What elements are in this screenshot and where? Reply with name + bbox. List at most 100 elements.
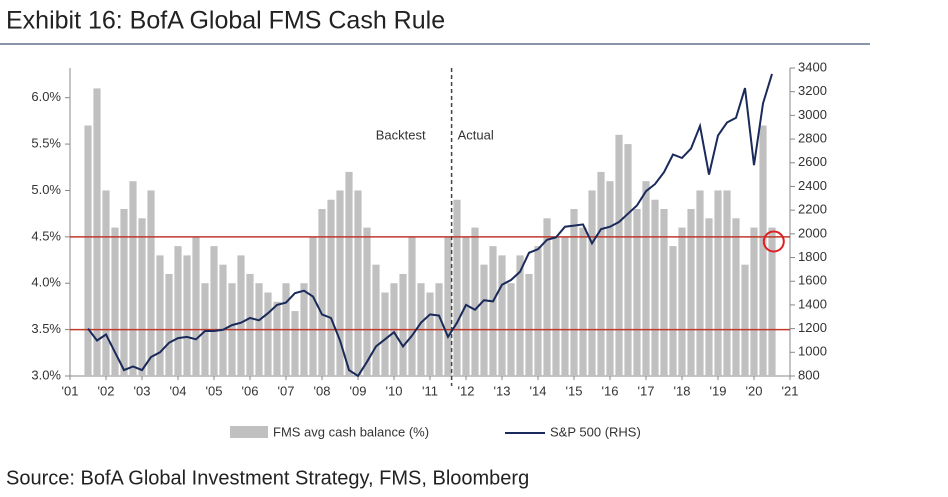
bar xyxy=(408,236,416,376)
x-tick-label: '03 xyxy=(134,383,151,398)
y-tick-label: 4.5% xyxy=(31,228,61,243)
bar xyxy=(543,218,551,376)
x-tick-label: '13 xyxy=(494,383,511,398)
y2-tick-label: 1200 xyxy=(798,320,827,335)
bar xyxy=(480,264,488,376)
bar xyxy=(345,171,353,376)
y2-tick-label: 3400 xyxy=(798,59,827,74)
bar xyxy=(381,292,389,376)
x-tick-label: '12 xyxy=(458,383,475,398)
annotation: Actual xyxy=(458,127,494,142)
bar xyxy=(399,273,407,376)
bar xyxy=(588,190,596,376)
x-tick-label: '16 xyxy=(602,383,619,398)
bar xyxy=(651,199,659,376)
bar xyxy=(498,255,506,376)
bar xyxy=(705,218,713,376)
bar xyxy=(597,171,605,376)
bar xyxy=(237,255,245,376)
x-tick-label: '17 xyxy=(638,383,655,398)
y2-tick-label: 1600 xyxy=(798,273,827,288)
bar xyxy=(624,144,632,376)
x-tick-label: '10 xyxy=(386,383,403,398)
y-tick-label: 4.0% xyxy=(31,275,61,290)
bar xyxy=(444,236,452,376)
y2-tick-label: 800 xyxy=(798,367,820,382)
bar xyxy=(147,190,155,376)
x-tick-label: '05 xyxy=(206,383,223,398)
bar xyxy=(129,181,137,376)
y2-tick-label: 1400 xyxy=(798,296,827,311)
source: Source: BofA Global Investment Strategy,… xyxy=(6,467,529,489)
bar xyxy=(111,227,119,376)
legend-label: S&P 500 (RHS) xyxy=(550,424,641,439)
bar xyxy=(192,236,200,376)
bar xyxy=(687,209,695,376)
y2-tick-label: 1800 xyxy=(798,249,827,264)
bar xyxy=(210,246,218,376)
x-tick-label: '20 xyxy=(746,383,763,398)
bar xyxy=(489,246,497,376)
x-tick-label: '14 xyxy=(530,383,547,398)
bar xyxy=(516,255,524,376)
bar xyxy=(696,190,704,376)
bar xyxy=(750,227,758,376)
annotation: Backtest xyxy=(376,127,426,142)
bar xyxy=(246,273,254,376)
y-tick-label: 5.5% xyxy=(31,136,61,151)
x-tick-label: '01 xyxy=(62,383,79,398)
bar xyxy=(723,190,731,376)
bar xyxy=(264,292,272,376)
x-tick-label: '19 xyxy=(710,383,727,398)
y-tick-label: 3.0% xyxy=(31,367,61,382)
y2-tick-label: 1000 xyxy=(798,344,827,359)
bar xyxy=(327,199,335,376)
bar xyxy=(336,190,344,376)
bar xyxy=(741,264,749,376)
bar xyxy=(138,218,146,376)
y-tick-label: 3.5% xyxy=(31,321,61,336)
x-tick-label: '07 xyxy=(278,383,295,398)
x-tick-label: '11 xyxy=(422,383,438,398)
bar xyxy=(93,88,101,376)
y2-tick-label: 2200 xyxy=(798,202,827,217)
x-tick-label: '08 xyxy=(314,383,331,398)
y-tick-label: 5.0% xyxy=(31,182,61,197)
y2-tick-label: 2400 xyxy=(798,178,827,193)
chart-title: Exhibit 16: BofA Global FMS Cash Rule xyxy=(6,7,445,35)
bar xyxy=(165,273,173,376)
bar xyxy=(363,227,371,376)
bar xyxy=(759,125,767,377)
bar xyxy=(678,227,686,376)
bar xyxy=(642,181,650,376)
bar xyxy=(183,255,191,376)
bar xyxy=(570,209,578,376)
legend-swatch xyxy=(230,426,268,438)
x-tick-label: '09 xyxy=(350,383,367,398)
bar xyxy=(579,227,587,376)
y2-tick-label: 3200 xyxy=(798,83,827,98)
highlight-circle xyxy=(762,230,785,253)
x-tick-label: '04 xyxy=(170,383,187,398)
bar xyxy=(534,246,542,376)
legend-label: FMS avg cash balance (%) xyxy=(273,424,429,439)
bar xyxy=(606,181,614,376)
x-tick-label: '21 xyxy=(782,383,799,398)
y2-tick-label: 2000 xyxy=(798,225,827,240)
bar xyxy=(309,236,317,376)
bar xyxy=(453,199,461,376)
x-tick-label: '18 xyxy=(674,383,691,398)
bar xyxy=(291,311,299,376)
bar xyxy=(660,209,668,376)
bar xyxy=(84,125,92,377)
x-tick-label: '15 xyxy=(566,383,583,398)
bar xyxy=(552,236,560,376)
bar xyxy=(714,190,722,376)
bar xyxy=(525,273,533,376)
bar xyxy=(732,218,740,376)
bar xyxy=(156,255,164,376)
bar xyxy=(219,264,227,376)
bar xyxy=(354,190,362,376)
